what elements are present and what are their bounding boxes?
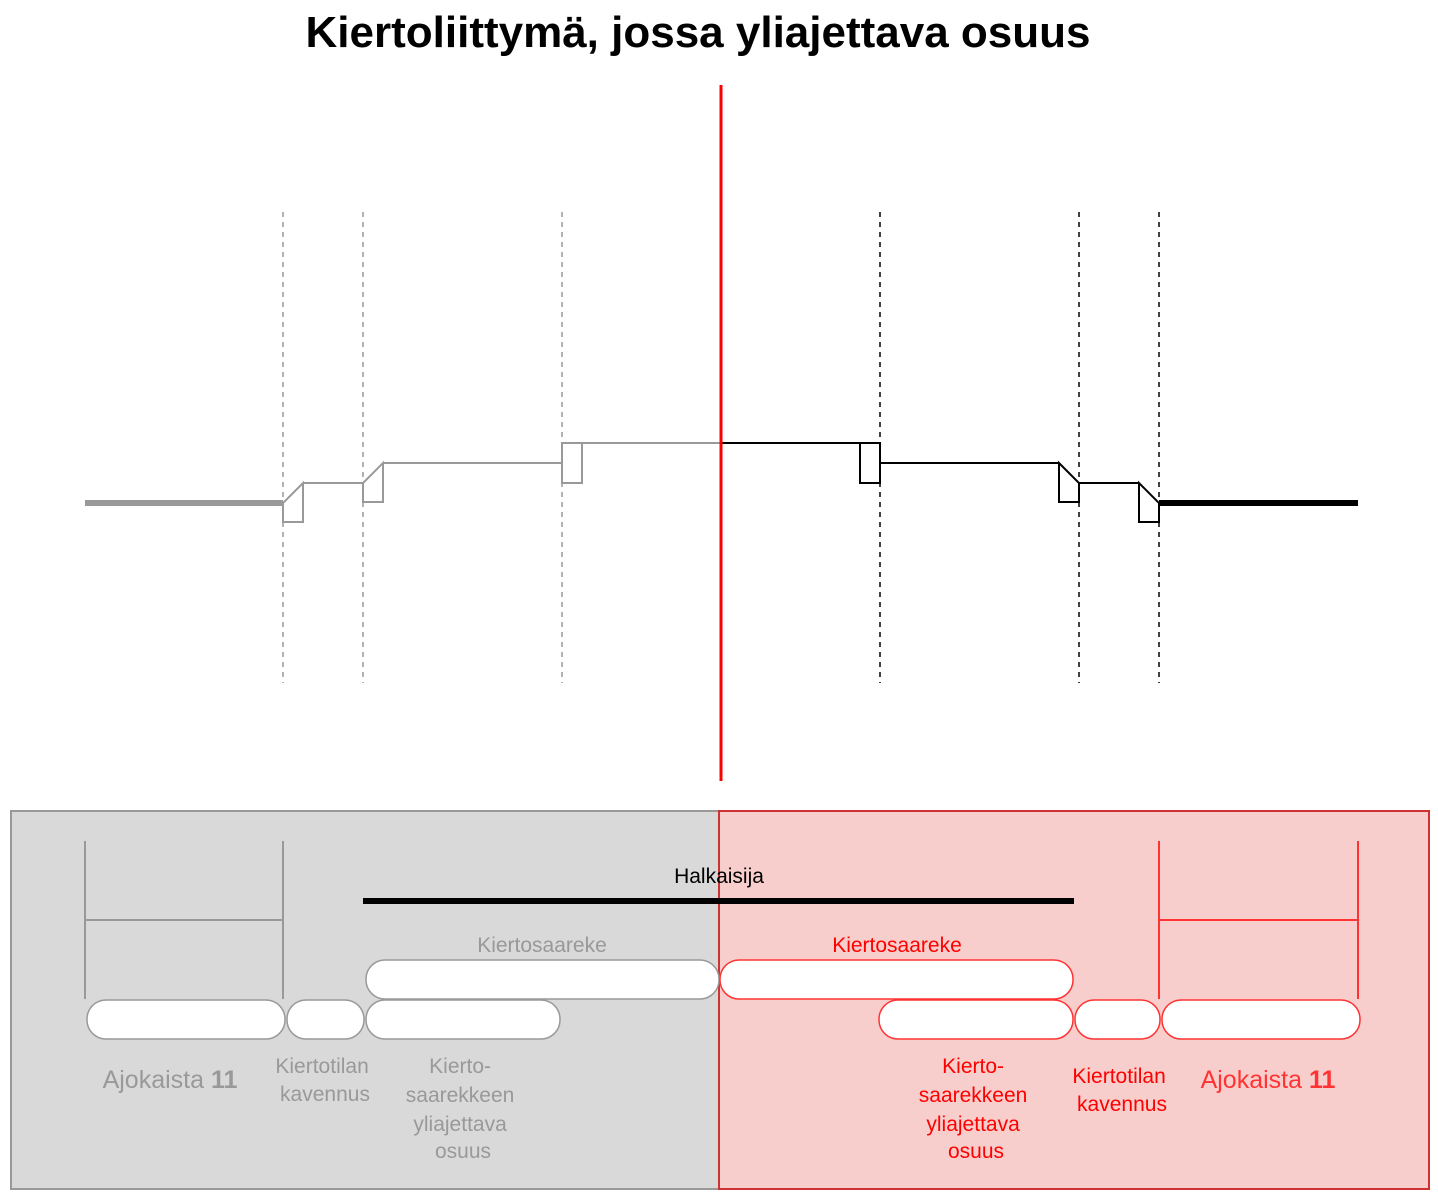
left-island-label: Kiertosaareke (477, 934, 607, 957)
right-boxes (719, 959, 1361, 1040)
left-boxes (86, 959, 720, 1040)
diameter-label: Halkaisija (674, 865, 764, 888)
left-guide-lines (282, 212, 563, 683)
right-lane-bracket (1158, 841, 1359, 999)
right-curb-narrowing (1058, 460, 1080, 503)
left-narrowing-box (286, 999, 365, 1040)
left-overrun-box (365, 999, 561, 1040)
left-lane-label: Ajokaista 11 (103, 1066, 238, 1094)
right-profile (720, 442, 1358, 523)
left-lane-box (86, 999, 286, 1040)
right-lane-label: Ajokaista 11 (1201, 1066, 1336, 1094)
right-island-label: Kiertosaareke (832, 934, 962, 957)
left-lane-bracket (84, 841, 284, 999)
left-curb-island (561, 442, 583, 484)
right-narrowing-label: Kiertotilan kavennus (1072, 1065, 1171, 1116)
left-overrun-label: Kierto- saarekkeen yliajettava osuus (406, 1055, 520, 1163)
right-overrun-label: Kierto- saarekkeen yliajettava osuus (919, 1055, 1033, 1163)
left-island-box (365, 959, 720, 1000)
left-panel (10, 810, 720, 1190)
right-guide-lines (879, 212, 1160, 683)
left-curb-outer (282, 480, 304, 523)
right-narrowing-box (1074, 999, 1161, 1040)
right-lane-box (1161, 999, 1361, 1040)
left-narrowing-label: Kiertotilan kavennus (275, 1055, 374, 1106)
left-profile (85, 442, 720, 523)
page-title: Kiertoliittymä, jossa yliajettava osuus (306, 8, 1091, 57)
left-curb-narrowing (362, 460, 384, 503)
right-curb-outer (1138, 480, 1160, 523)
right-island-box (719, 959, 1074, 1000)
right-overrun-box (878, 999, 1074, 1040)
right-curb-island (859, 442, 881, 484)
